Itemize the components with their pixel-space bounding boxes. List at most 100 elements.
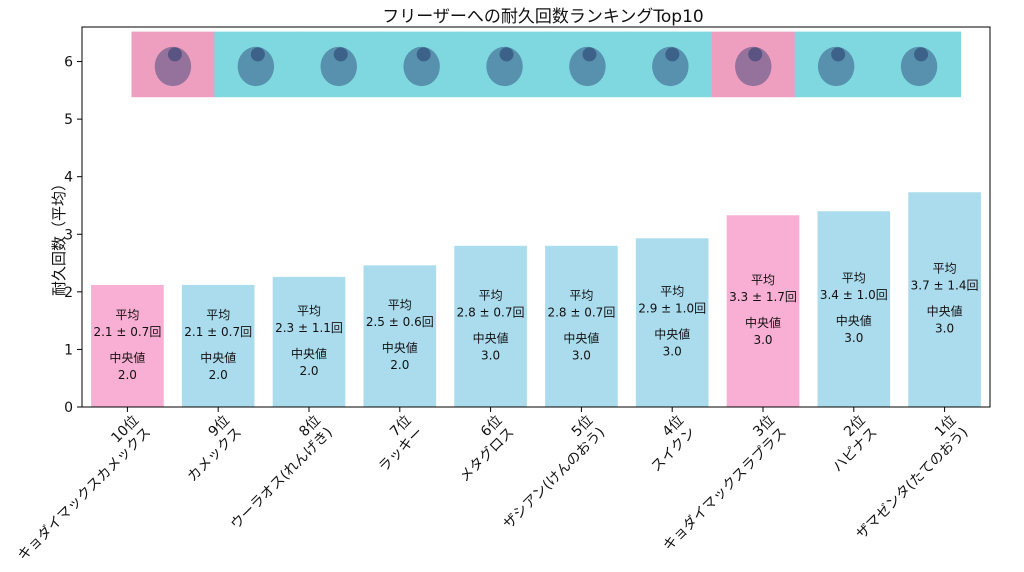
x-tick-label: 6位メタグロス xyxy=(445,413,518,486)
bar-label-median-label: 中央値 xyxy=(200,350,236,365)
bar-label-median-text: 3.0 xyxy=(481,348,500,362)
bar-label-mean-text: 3.7 ± 1.4回 xyxy=(911,279,979,293)
icon-body xyxy=(652,46,689,87)
icon-body xyxy=(817,46,855,87)
bar-4 xyxy=(363,265,437,407)
bar-label-mean-label: 平均 xyxy=(751,273,775,287)
image-tile xyxy=(628,31,713,98)
bar-label-mean-text: 2.8 ± 0.7回 xyxy=(547,305,615,319)
bar-label-mean-label: 平均 xyxy=(388,298,412,312)
image-tile xyxy=(297,31,381,98)
bar-label-mean-text: 2.1 ± 0.7回 xyxy=(184,325,252,339)
icon-head xyxy=(748,47,763,62)
bar-label-median-label: 中央値 xyxy=(291,346,327,361)
bar-label-median-label: 中央値 xyxy=(563,330,599,345)
icon-body xyxy=(900,46,938,87)
y-tick-label: 6 xyxy=(64,55,73,71)
x-tick-label: 10位キョダイマックスカメックス xyxy=(3,413,154,564)
icon-body xyxy=(735,46,772,87)
x-tick-label: 4位スイクン xyxy=(648,413,699,476)
x-tick-label: 2位ハピナス xyxy=(818,413,881,476)
zamazenta-icon xyxy=(900,46,938,87)
bar-3 xyxy=(272,276,346,407)
image-strip xyxy=(131,31,962,98)
pokemon-name: ザシアン(けんのおう) xyxy=(501,425,609,533)
bar-label-mean-label: 平均 xyxy=(933,262,957,276)
bar-label-median-label: 中央値 xyxy=(836,313,872,328)
y-tick-label: 4 xyxy=(64,170,73,186)
x-tick-label: 7位ラッキー xyxy=(364,413,427,476)
x-axis: 10位キョダイマックスカメックス 9位カメックス 8位ウーラオス(れんげき) 7位ラッ… xyxy=(3,407,971,564)
x-tick-label: 9位カメックス xyxy=(185,413,246,486)
bar-9 xyxy=(817,211,891,407)
bar-label-median-label: 中央値 xyxy=(109,350,145,365)
icon-body xyxy=(486,46,523,87)
icon-head xyxy=(914,47,929,62)
bar-label-median-text: 2.0 xyxy=(209,368,228,382)
pokemon-name: ウーラオス(れんげき) xyxy=(228,425,336,533)
y-axis: 0 1 2 3 4 5 6 xyxy=(64,55,82,416)
bar-label-median-text: 3.0 xyxy=(935,322,954,336)
bar-8 xyxy=(726,215,800,407)
x-tick-label-text: 7位ラッキー xyxy=(364,413,427,476)
metagross-icon xyxy=(486,46,523,87)
icon-body xyxy=(569,46,606,87)
bar-label-mean-label: 平均 xyxy=(297,304,321,318)
bar-label-mean-label: 平均 xyxy=(479,288,503,302)
bar-label-mean-text: 2.8 ± 0.7回 xyxy=(457,305,525,319)
bar-label-median-text: 3.0 xyxy=(844,331,863,345)
bar-7 xyxy=(635,238,709,407)
bar-label-mean-text: 2.3 ± 1.1回 xyxy=(275,321,343,335)
bar-label-median-text: 2.0 xyxy=(299,364,318,378)
pokemon-name: キョダイマックスカメックス xyxy=(15,425,154,564)
bars xyxy=(91,192,981,407)
image-tile xyxy=(214,31,298,98)
bar-label-median-text: 3.0 xyxy=(663,345,682,359)
icon-head xyxy=(582,47,597,62)
bar-label-mean-label: 平均 xyxy=(842,271,866,285)
bar-6 xyxy=(545,245,618,407)
bar-label-mean-text: 2.5 ± 0.6回 xyxy=(366,315,434,329)
image-tile xyxy=(131,31,215,98)
image-tile xyxy=(546,31,630,98)
x-tick-label-text: 10位キョダイマックスカメックス xyxy=(3,413,154,564)
suicune-icon xyxy=(652,46,689,87)
image-tile xyxy=(877,31,962,98)
y-axis-label: 耐久回数（平均） xyxy=(50,176,68,296)
image-tile xyxy=(794,31,879,98)
bar-1 xyxy=(91,284,164,407)
icon-head xyxy=(333,47,348,62)
bar-label-mean-text: 2.9 ± 1.0回 xyxy=(638,302,706,316)
image-tile xyxy=(380,31,464,98)
bar-label-median-text: 3.0 xyxy=(572,348,591,362)
y-tick-label: 0 xyxy=(64,400,73,416)
bar-label-mean-text: 3.3 ± 1.7回 xyxy=(729,290,797,304)
bar-label-mean-label: 平均 xyxy=(660,285,684,299)
chansey-icon xyxy=(403,46,440,87)
image-tile xyxy=(711,31,796,98)
urshifu-icon xyxy=(320,46,357,87)
zacian-icon xyxy=(569,46,606,87)
icon-body xyxy=(403,46,440,87)
bar-label-mean-label: 平均 xyxy=(206,308,230,322)
blissey-icon xyxy=(817,46,855,87)
bar-2 xyxy=(181,284,255,407)
bar-label-median-label: 中央値 xyxy=(473,330,509,345)
icon-head xyxy=(416,47,431,62)
bar-label-median-text: 2.0 xyxy=(390,358,409,372)
bar-5 xyxy=(454,245,527,407)
chart-title: フリーザーへの耐久回数ランキングTop10 xyxy=(382,7,703,27)
bar-label-median-text: 2.0 xyxy=(118,368,137,382)
y-tick-label: 2 xyxy=(64,285,73,301)
icon-body xyxy=(320,46,357,87)
bar-label-median-text: 3.0 xyxy=(753,333,772,347)
icon-head xyxy=(499,47,514,62)
gmax-lapras-icon xyxy=(735,46,772,87)
x-tick-label-text: 2位ハピナス xyxy=(818,413,881,476)
x-tick-label-text: 6位メタグロス xyxy=(445,413,518,486)
bar-label-mean-label: 平均 xyxy=(115,308,139,322)
icon-head xyxy=(665,47,680,62)
image-tile xyxy=(463,31,547,98)
